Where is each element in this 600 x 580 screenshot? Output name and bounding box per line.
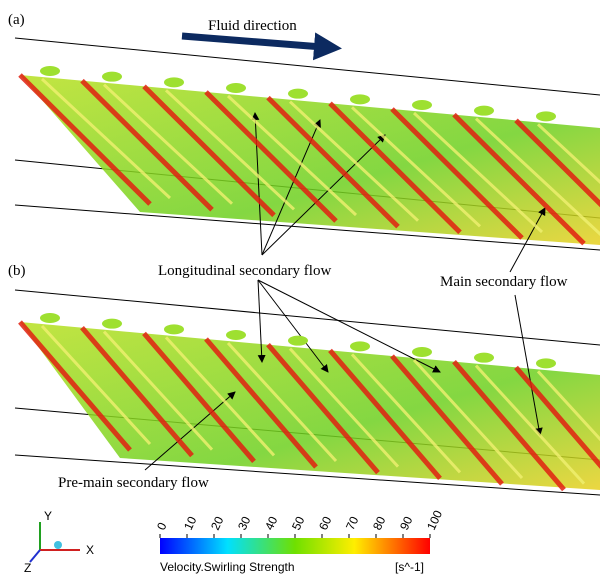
colorbar-tick-label: 60 <box>316 514 334 532</box>
annotation: Longitudinal secondary flow <box>158 263 331 279</box>
flow-streak <box>474 364 586 485</box>
flow-streak <box>226 94 358 217</box>
annotation: Main secondary flow <box>440 274 568 290</box>
vortex-head <box>474 105 494 116</box>
vortex-head <box>40 66 60 76</box>
annotation-arrow <box>251 112 263 256</box>
channel-line <box>14 37 600 96</box>
annotation-arrow <box>257 279 329 373</box>
panel-label: (a) <box>8 12 25 28</box>
flow-streak <box>350 106 482 228</box>
vortex-head <box>288 335 308 346</box>
channel-line <box>14 454 600 496</box>
colorbar-title: Velocity.Swirling Strength <box>160 560 295 574</box>
flow-streak <box>266 95 400 229</box>
colorbar-tick-label: 70 <box>343 514 361 532</box>
annotation-arrow <box>514 294 543 436</box>
vortex-head <box>536 111 556 122</box>
flow-streak <box>536 123 600 185</box>
flow-streak <box>204 337 318 469</box>
axis-triad: Y X Z <box>24 509 94 575</box>
flow-streak <box>142 84 276 218</box>
flow-streak <box>288 347 400 468</box>
annotation: Pre-main secondary flow <box>58 475 209 491</box>
colorbar-tick-label: 20 <box>208 514 226 532</box>
vortex-head <box>164 324 184 335</box>
flow-streak <box>474 117 600 236</box>
flow-streak <box>412 358 524 480</box>
colorbar-unit: [s^-1] <box>395 560 424 574</box>
flow-streak <box>328 101 462 235</box>
colorbar-tick-label: 90 <box>397 514 415 532</box>
direction-arrow <box>181 32 342 61</box>
colorbar-tick-label: 30 <box>235 514 253 532</box>
annotation-arrow <box>144 391 236 471</box>
flow-streak <box>164 89 296 211</box>
channel-line <box>14 289 600 346</box>
flow-streak <box>40 324 152 446</box>
flow-streak <box>204 90 338 223</box>
vortex-head <box>226 82 246 93</box>
flow-visualization <box>14 32 600 496</box>
vortex-head <box>102 318 122 329</box>
triad-label: X <box>86 543 94 557</box>
flow-streak <box>18 73 152 206</box>
colorbar-tick-label: 100 <box>424 508 445 532</box>
flow-streak <box>390 107 524 240</box>
colorbar-tick-label: 40 <box>262 514 280 532</box>
vortex-head <box>40 313 60 323</box>
vortex-head <box>350 94 370 105</box>
flow-streak <box>164 336 276 457</box>
annotation-arrow <box>257 279 441 373</box>
panel-label: (b) <box>8 263 26 279</box>
triad-axis <box>29 549 41 563</box>
flow-streak <box>18 320 132 452</box>
vortex-head <box>288 88 308 99</box>
vortex-head <box>226 329 246 340</box>
colorbar-tick-label: 10 <box>181 514 199 532</box>
flow-streak <box>452 360 566 492</box>
flow-streak <box>80 326 194 458</box>
flow-streak <box>350 353 462 474</box>
flow-streak <box>514 365 600 469</box>
flow-streak <box>102 83 234 205</box>
flow-streak <box>266 343 380 475</box>
vortex-head <box>164 77 184 88</box>
flow-streak <box>514 118 600 208</box>
flow-streak <box>80 78 214 212</box>
channel-line <box>14 204 600 251</box>
vortex-head <box>102 71 122 82</box>
triad-origin <box>54 541 62 549</box>
flow-streak <box>288 100 420 222</box>
annotation-arrow <box>261 134 386 256</box>
flow-streak <box>40 77 172 200</box>
triad-label: Z <box>24 561 31 575</box>
colorbar-tick-label: 80 <box>370 514 388 532</box>
flow-streak <box>390 354 504 486</box>
flow-streak <box>536 370 600 442</box>
vortex-head <box>474 352 494 363</box>
flow-streak <box>412 111 544 234</box>
flow-streak <box>226 341 338 463</box>
flow-streak <box>328 348 442 480</box>
vortex-head <box>412 346 432 357</box>
colorbar-tick-label: 50 <box>289 514 307 532</box>
flow-streak <box>142 331 256 463</box>
vortex-head <box>412 99 432 110</box>
flow-streak <box>102 330 214 451</box>
annotation-arrow <box>509 207 546 273</box>
colorbar <box>160 538 430 554</box>
flow-streak <box>452 112 586 246</box>
colorbar-tick-label: 0 <box>154 520 170 532</box>
annotation: Fluid direction <box>208 18 297 34</box>
annotation-arrow <box>257 279 266 363</box>
triad-label: Y <box>44 509 52 523</box>
vortex-head <box>536 358 556 369</box>
vortex-head <box>350 341 370 352</box>
